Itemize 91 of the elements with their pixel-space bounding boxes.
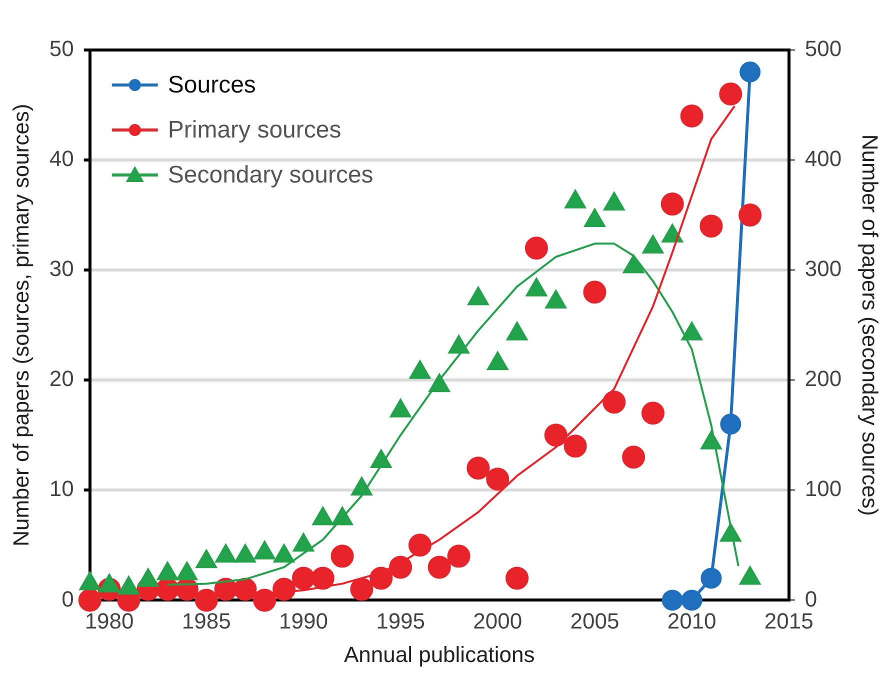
point xyxy=(682,322,702,340)
point xyxy=(544,424,568,447)
point xyxy=(254,541,275,560)
point xyxy=(448,336,469,354)
point xyxy=(408,534,432,557)
point xyxy=(196,550,217,568)
x-axis-title: Annual publications xyxy=(344,642,535,667)
point xyxy=(740,566,760,585)
y2-tick-label: 100 xyxy=(804,476,842,502)
point xyxy=(272,578,296,601)
point xyxy=(194,588,218,612)
point xyxy=(390,399,411,418)
point xyxy=(720,414,742,435)
point xyxy=(719,82,742,106)
y-tick-label: 10 xyxy=(49,476,74,502)
point xyxy=(641,402,664,425)
x-tick-label: 2010 xyxy=(667,608,716,634)
x-tick-label: 2005 xyxy=(570,608,620,634)
point xyxy=(602,390,626,414)
point xyxy=(738,204,762,227)
y2-tick-label: 400 xyxy=(804,146,842,172)
y-axis-title: Number of papers (sources, primary sources) xyxy=(8,104,34,546)
point xyxy=(486,468,510,491)
point xyxy=(274,544,294,563)
point xyxy=(78,588,102,612)
y2-tick-label: 300 xyxy=(804,256,842,282)
point xyxy=(176,562,198,580)
point xyxy=(584,209,605,228)
point xyxy=(604,192,624,211)
legend-label: Primary sources xyxy=(168,116,342,144)
point xyxy=(138,568,158,587)
point xyxy=(311,566,334,590)
point xyxy=(330,544,354,568)
point xyxy=(701,431,722,450)
y-tick-label: 50 xyxy=(49,36,74,62)
point xyxy=(565,190,586,208)
point xyxy=(389,556,412,579)
y-tick-label: 20 xyxy=(49,366,74,392)
point xyxy=(157,562,178,580)
point xyxy=(118,576,139,595)
y-tick-label: 30 xyxy=(49,256,74,282)
point xyxy=(583,280,606,304)
x-tick-label: 1985 xyxy=(182,608,231,634)
point xyxy=(506,322,528,340)
point xyxy=(526,278,547,296)
point xyxy=(642,235,664,254)
y-tick-label: 0 xyxy=(62,586,74,612)
point xyxy=(740,62,761,83)
point xyxy=(468,287,488,306)
point xyxy=(216,544,236,563)
point xyxy=(447,544,470,568)
point xyxy=(350,578,374,601)
x-tick-label: 1980 xyxy=(84,608,134,634)
point xyxy=(700,214,723,238)
point xyxy=(622,446,646,469)
point xyxy=(487,352,508,370)
point xyxy=(292,566,315,590)
point xyxy=(293,534,314,552)
y2-tick-label: 500 xyxy=(804,36,842,62)
point xyxy=(524,236,548,260)
point xyxy=(681,590,702,611)
point xyxy=(370,566,393,590)
point xyxy=(564,434,587,458)
point xyxy=(662,590,683,611)
x-tick-label: 2000 xyxy=(473,608,522,634)
x-tick-label: 1990 xyxy=(278,608,328,634)
point xyxy=(332,507,352,526)
x-tick-label: 1995 xyxy=(376,608,426,634)
point xyxy=(720,524,741,542)
point xyxy=(506,566,529,590)
point xyxy=(370,450,392,468)
y2-tick-label: 200 xyxy=(804,366,842,392)
point xyxy=(700,568,722,589)
y2-axis-title: Number of papers (secondary sources) xyxy=(858,134,883,516)
point xyxy=(253,588,276,612)
point xyxy=(410,360,430,379)
point xyxy=(466,456,490,480)
point xyxy=(546,290,566,308)
point xyxy=(80,572,100,590)
point xyxy=(680,104,704,128)
legend-label: Sources xyxy=(168,72,256,99)
point xyxy=(235,544,256,563)
point xyxy=(428,556,451,579)
point xyxy=(352,478,372,496)
point xyxy=(662,224,683,242)
point xyxy=(623,255,644,274)
point xyxy=(99,574,120,592)
point xyxy=(660,192,684,216)
legend-label: Secondary sources xyxy=(168,162,374,189)
point xyxy=(312,507,334,526)
y-tick-label: 40 xyxy=(49,146,74,172)
